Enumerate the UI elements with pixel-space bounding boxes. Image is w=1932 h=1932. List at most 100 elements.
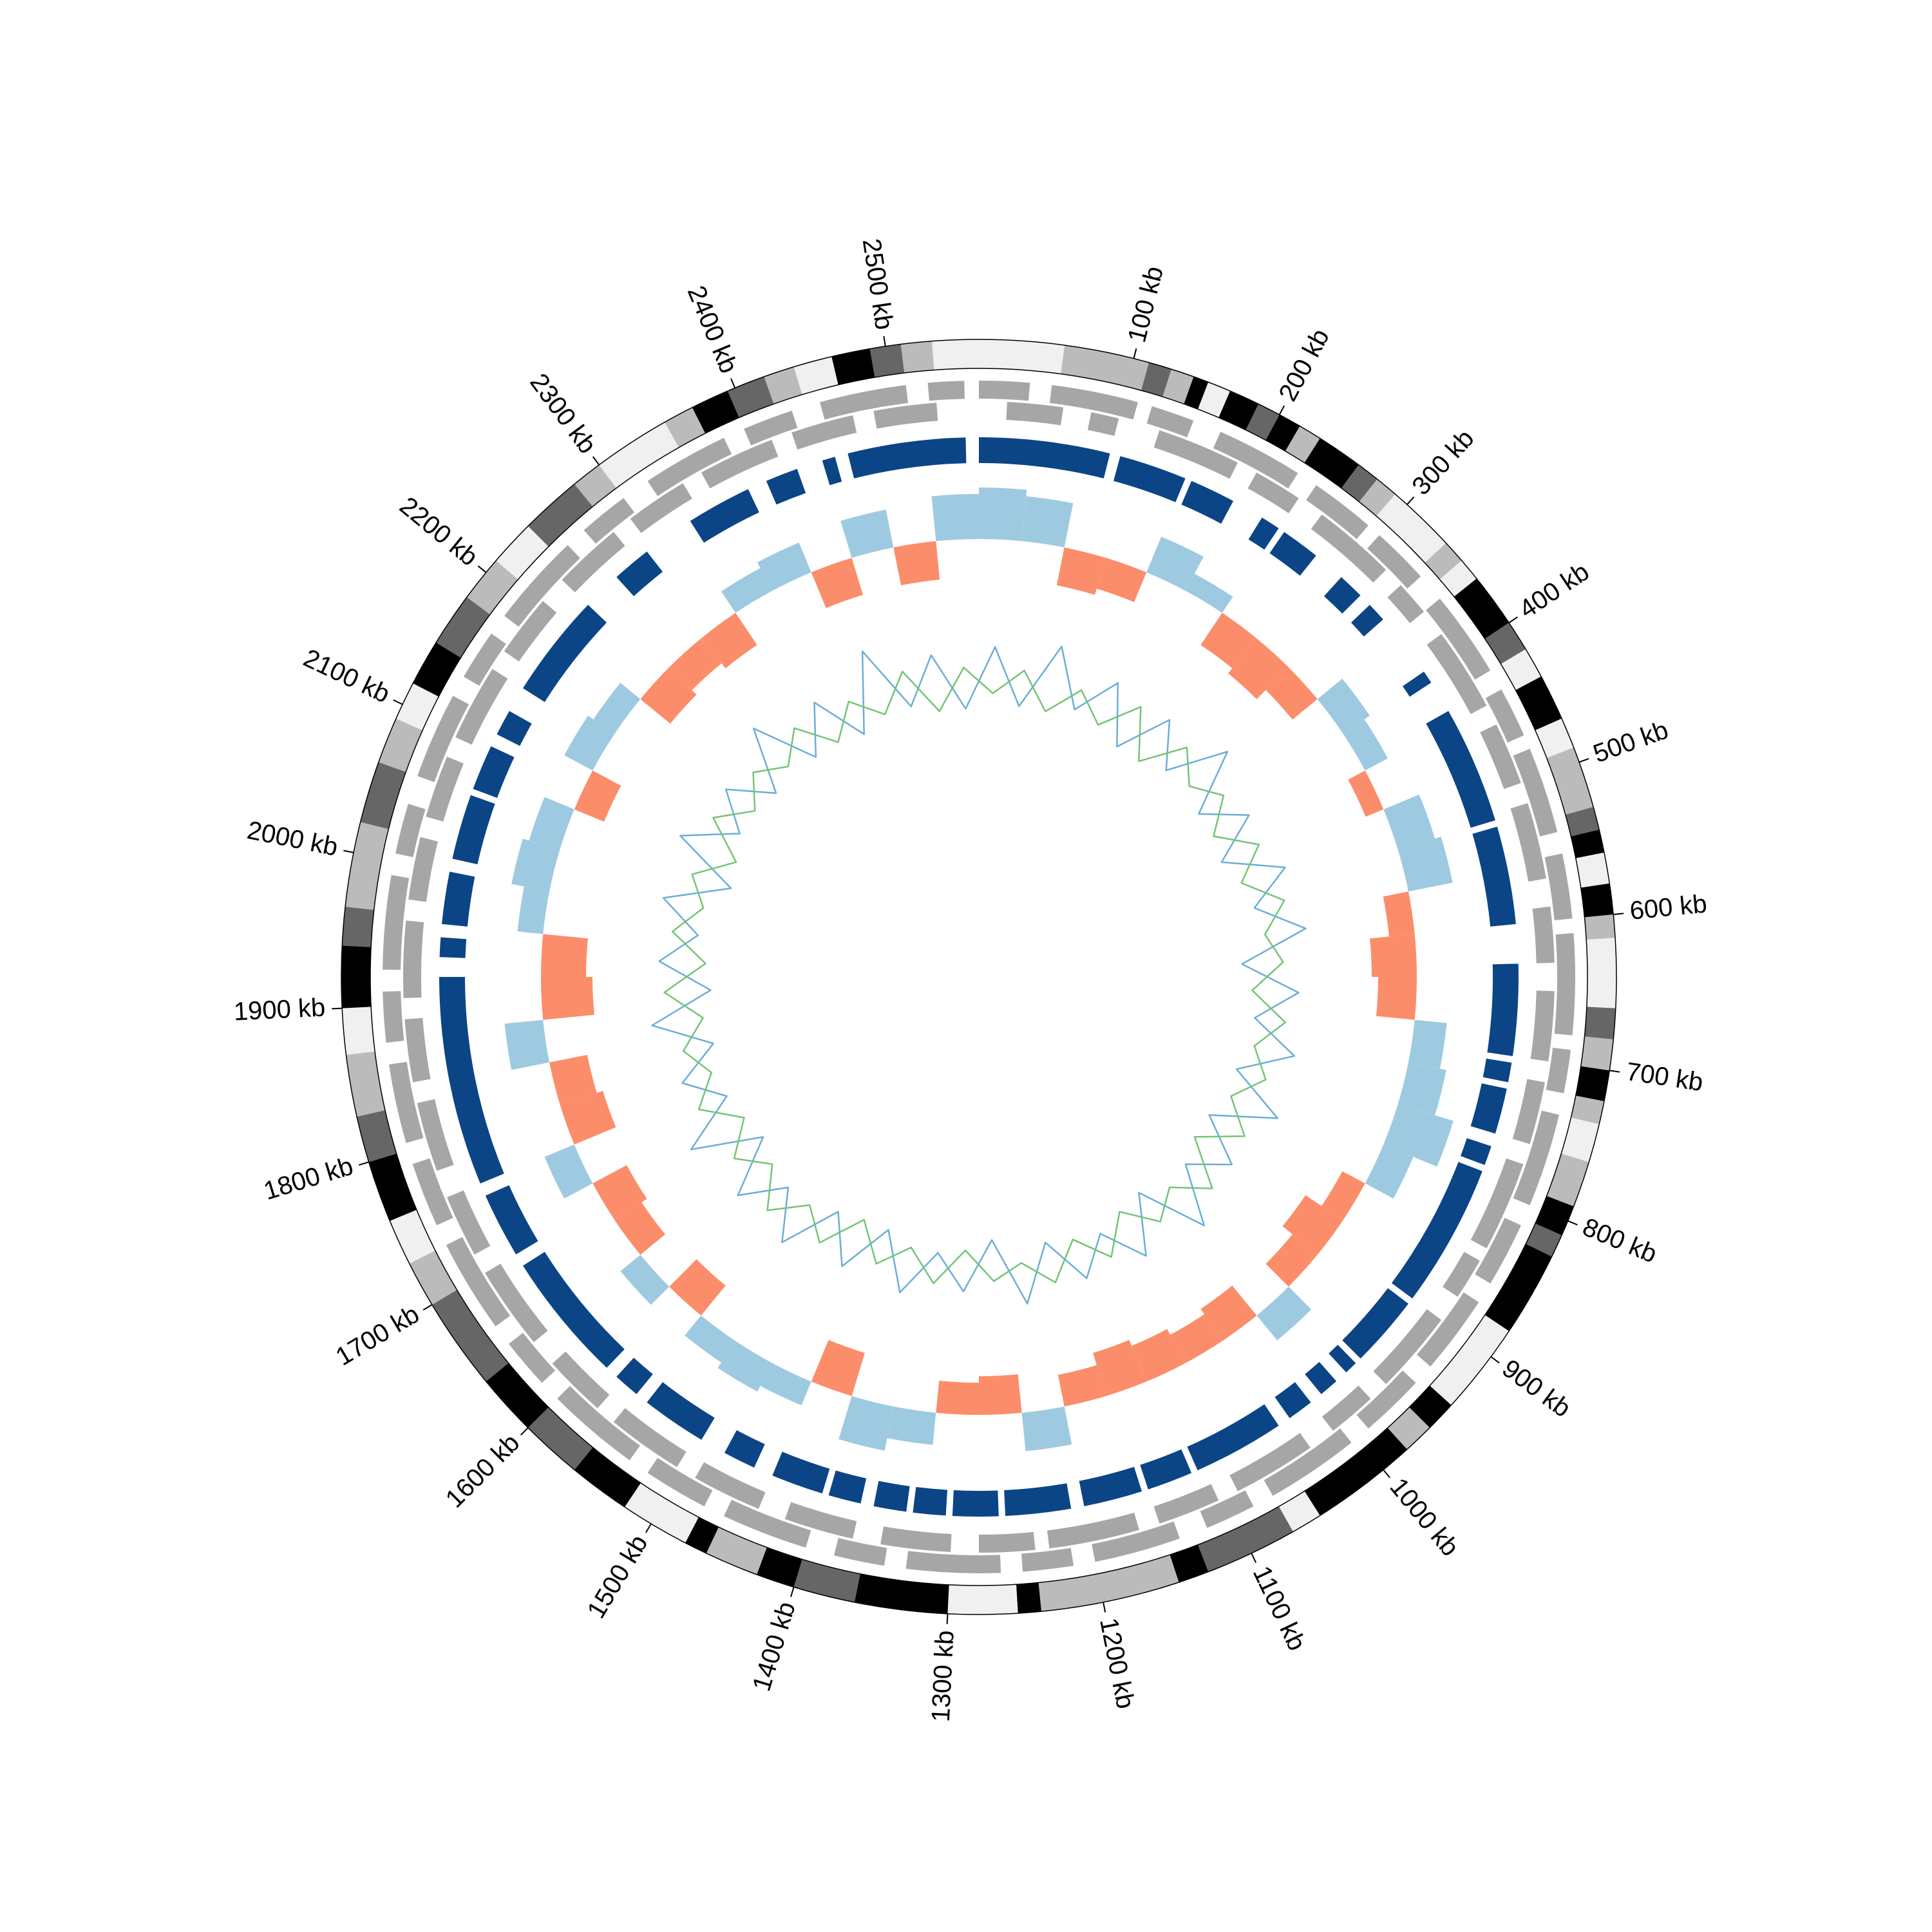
- band: [342, 906, 374, 947]
- band: [368, 1153, 417, 1221]
- tick-mark: [422, 1304, 433, 1311]
- gene-minus: [1229, 1433, 1311, 1492]
- skew-bar: [717, 1341, 773, 1392]
- block: [1079, 1466, 1142, 1506]
- block: [1187, 1404, 1279, 1471]
- band: [431, 1289, 509, 1382]
- gene-plus: [834, 1538, 887, 1566]
- gene-minus: [1311, 514, 1387, 583]
- block: [485, 1185, 538, 1255]
- tick-label: 1700 kb: [331, 1300, 424, 1371]
- tick-mark: [946, 1613, 949, 1624]
- gene-plus: [463, 633, 506, 686]
- band: [1162, 369, 1194, 404]
- tick-mark: [645, 1523, 652, 1533]
- block: [442, 871, 475, 927]
- band: [854, 1573, 949, 1614]
- gene-minus: [1443, 1251, 1480, 1297]
- skew-bar: [811, 1340, 865, 1396]
- tick-mark: [477, 565, 487, 573]
- band: [1580, 1036, 1614, 1071]
- gene-plus: [508, 1332, 556, 1383]
- gene-plus: [1200, 1490, 1254, 1528]
- tick-mark: [1613, 913, 1624, 915]
- skew-bar: [1256, 1286, 1312, 1341]
- block: [766, 468, 806, 505]
- band: [1409, 1385, 1452, 1428]
- gene-plus: [1264, 1428, 1352, 1496]
- skew-bar: [1365, 1144, 1414, 1199]
- skew-bar: [838, 1396, 894, 1451]
- band: [869, 344, 905, 377]
- block: [1460, 1138, 1492, 1165]
- gene-minus: [784, 1502, 857, 1539]
- tick-label: 1000 kb: [1384, 1473, 1464, 1562]
- skew-bar: [1348, 770, 1384, 817]
- signal-line: [651, 645, 1307, 1305]
- gene-plus: [412, 1158, 453, 1226]
- band: [1454, 578, 1510, 639]
- band: [527, 1407, 593, 1470]
- tick-mark: [359, 1161, 369, 1166]
- block: [647, 1382, 715, 1440]
- gene-minus: [873, 402, 938, 429]
- block: [1482, 1058, 1512, 1083]
- skew-bar: [517, 886, 550, 934]
- gene-minus: [485, 1264, 548, 1343]
- band: [685, 1517, 719, 1553]
- gene-minus: [426, 756, 464, 822]
- band: [665, 407, 706, 448]
- band: [1245, 404, 1280, 440]
- block: [439, 977, 504, 1184]
- skew-bar: [1200, 1285, 1257, 1341]
- gene-minus: [1047, 1512, 1139, 1549]
- skew-bar: [1227, 638, 1289, 699]
- tick-label: 300 kb: [1406, 424, 1479, 501]
- band: [574, 464, 617, 507]
- skew-bar: [1397, 1062, 1446, 1115]
- skew-bar: [669, 1259, 726, 1316]
- gene-plus: [927, 381, 965, 401]
- tick-mark: [1609, 1070, 1620, 1073]
- skew-bar: [564, 715, 615, 771]
- band: [1584, 914, 1616, 940]
- band: [378, 718, 423, 772]
- block: [772, 1452, 830, 1493]
- skew-bar: [1282, 1195, 1343, 1255]
- gene-minus: [880, 1526, 952, 1552]
- block: [1472, 826, 1516, 927]
- gene-minus: [791, 415, 857, 450]
- block: [523, 1251, 625, 1368]
- skew-bar: [1132, 1329, 1186, 1382]
- gene-minus: [1480, 724, 1521, 790]
- gene-minus: [1373, 1309, 1442, 1385]
- skew-bar: [811, 558, 864, 609]
- gene-minus: [630, 483, 692, 533]
- skew-bar: [936, 1380, 979, 1415]
- skew-bar: [592, 1165, 647, 1220]
- gene-plus: [446, 1236, 511, 1327]
- gene-plus: [744, 410, 798, 446]
- gene-minus: [979, 1531, 1036, 1553]
- tick-label: 2200 kb: [394, 491, 483, 571]
- tick-label: 900 kb: [1497, 1354, 1576, 1423]
- gene-plus: [1092, 1521, 1180, 1562]
- band: [1265, 414, 1300, 451]
- gene-plus: [1021, 1548, 1074, 1572]
- skew-bar: [1383, 794, 1435, 850]
- band-outline-outer: [341, 339, 1617, 1615]
- skew-bar: [887, 1406, 936, 1445]
- band: [341, 945, 372, 1009]
- tick-label: 1900 kb: [233, 993, 326, 1026]
- skew-bar: [760, 1363, 811, 1406]
- skew-bar: [549, 1054, 597, 1104]
- gene-plus: [1416, 1292, 1479, 1367]
- tick-label: 1500 kb: [582, 1530, 654, 1624]
- band: [1501, 649, 1542, 690]
- band: [1285, 426, 1320, 463]
- tick-mark: [1406, 496, 1415, 506]
- band: [1535, 1196, 1574, 1236]
- band: [1586, 938, 1617, 1009]
- band: [1526, 1223, 1562, 1257]
